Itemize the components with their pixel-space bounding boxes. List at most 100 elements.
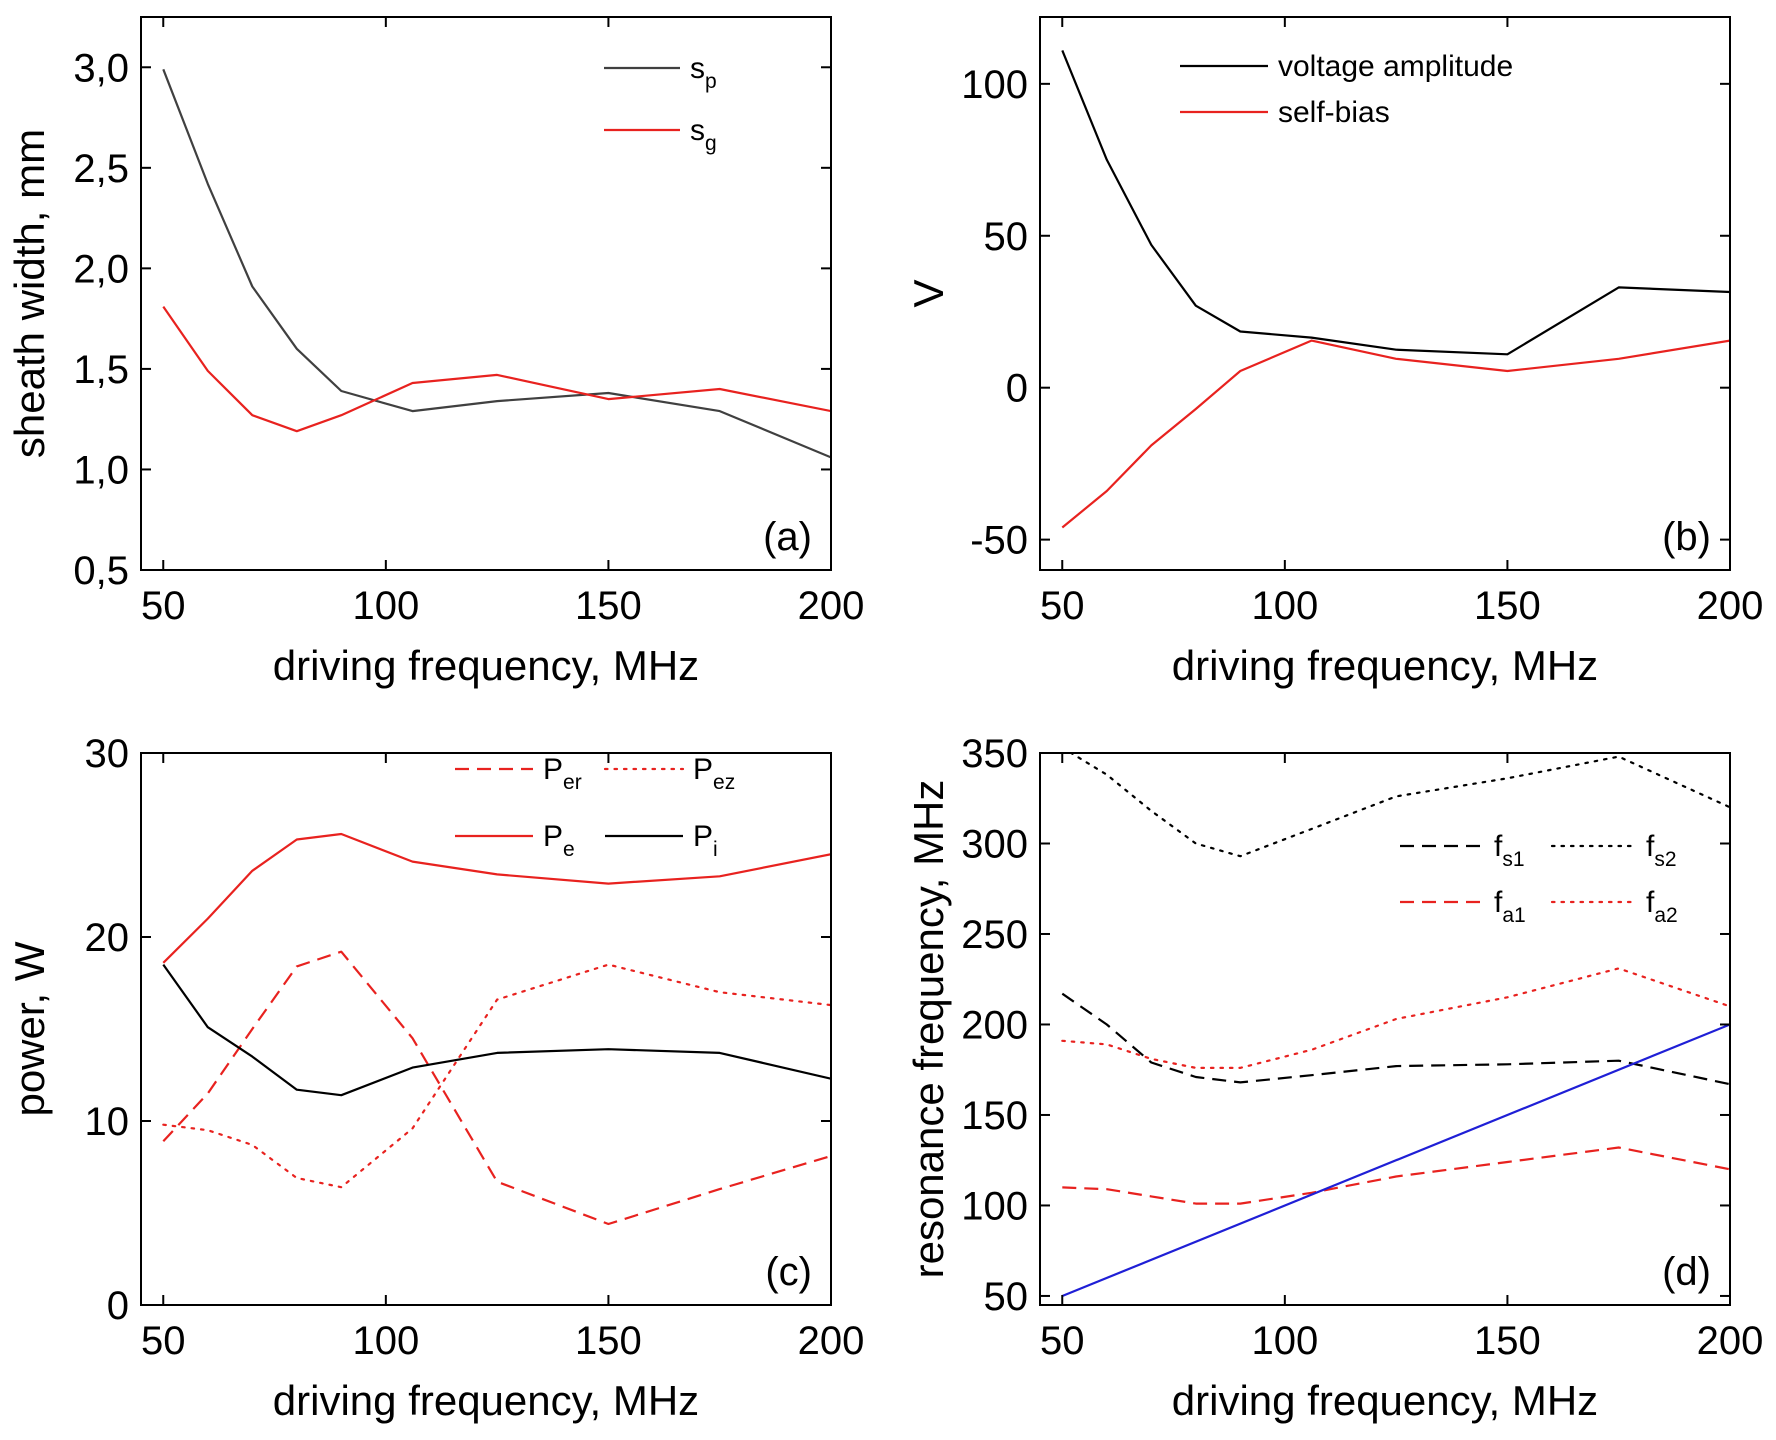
panel-tag: (b) [1662, 515, 1711, 559]
y-tick-label: 20 [85, 916, 130, 960]
y-tick-label: 300 [961, 822, 1028, 866]
legend-label: fa2 [1646, 886, 1678, 927]
chart-panel-a: 50 100 150 200 0,5 1,0 1,5 2,0 2,5 3,0 driving fre… [6, 16, 865, 689]
legend-label: Pe [543, 820, 575, 861]
plot-frame [140, 16, 832, 571]
chart-panel-c: 50 100 150 200 0 10 20 30 driving frequency, MHz… [6, 732, 864, 1424]
x-tick-label: 100 [1251, 1319, 1318, 1363]
y-tick-label: 350 [961, 732, 1028, 776]
y-tick-label: 150 [961, 1094, 1028, 1138]
y-tick-label: 0 [1006, 367, 1028, 411]
legend: voltage amplitude self-bias [1180, 50, 1513, 129]
y-tick-label: 0,5 [73, 549, 129, 593]
series-group [1061, 753, 1730, 1298]
x-tick-label: 50 [1040, 1319, 1085, 1363]
x-tick-label: 150 [1474, 1319, 1541, 1363]
legend-name: f [1494, 830, 1503, 863]
legend-label: Pi [693, 820, 718, 861]
y-tick-label: 0 [107, 1284, 129, 1328]
x-tick-label: 200 [798, 584, 865, 628]
series-line-Pez-1 [162, 963, 831, 1189]
legend-name: s [690, 52, 705, 85]
y-tick-label: 100 [961, 63, 1028, 107]
y-tick-label: 250 [961, 913, 1028, 957]
x-tick-label: 150 [575, 584, 642, 628]
legend-name: f [1646, 830, 1655, 863]
chart-panel-d: 50 100 150 200 50 100 150 200 250 300 350 driving f… [905, 732, 1763, 1424]
legend-name: P [693, 820, 713, 853]
legend-subscript: s1 [1502, 848, 1524, 871]
x-axis-label: driving frequency, MHz [1172, 1377, 1598, 1424]
x-tick-label: 50 [1040, 584, 1085, 628]
x-tick-label: 100 [1251, 584, 1318, 628]
x-tick-label: 200 [1697, 1319, 1764, 1363]
series-line-sp-0 [162, 68, 831, 459]
y-tick-label: -50 [970, 519, 1028, 563]
legend-label: fa1 [1494, 886, 1526, 927]
x-tick-label: 150 [575, 1319, 642, 1363]
legend-subscript: a2 [1654, 904, 1677, 927]
legend-name: P [543, 753, 563, 786]
x-tick-label: 100 [352, 584, 419, 628]
series-line-line-4 [1061, 1023, 1730, 1298]
y-tick-label: 100 [961, 1184, 1028, 1228]
chart-panel-b: 50 100 150 200 -50 0 50 100 driving frequency, M… [905, 16, 1763, 689]
series-line-Pi-3 [162, 963, 831, 1097]
series-line-self-bias-1 [1061, 339, 1730, 529]
y-tick-label: 3,0 [73, 46, 129, 90]
x-tick-label: 200 [798, 1319, 865, 1363]
y-tick-label: 1,5 [73, 348, 129, 392]
y-tick-label: 30 [85, 732, 130, 776]
y-tick-label: 1,0 [73, 448, 129, 492]
legend-name: f [1494, 886, 1503, 919]
x-tick-label: 50 [141, 584, 186, 628]
legend-label: sp [690, 52, 717, 93]
x-axis-label: driving frequency, MHz [1172, 642, 1598, 689]
y-axis-label: power, W [6, 941, 53, 1116]
legend-name: s [690, 114, 705, 147]
y-axis-label: resonance frequency, MHz [905, 780, 952, 1279]
series-group [162, 68, 831, 459]
y-tick-label: 2,0 [73, 247, 129, 291]
legend-name: P [543, 820, 563, 853]
series-line-voltage amplitude-0 [1061, 49, 1730, 356]
plot-frame [140, 752, 832, 1306]
x-tick-label: 50 [141, 1319, 186, 1363]
legend-label: fs1 [1494, 830, 1525, 871]
series-line-sg-1 [162, 305, 831, 433]
y-tick-label: 200 [961, 1003, 1028, 1047]
series-line-Pe-2 [162, 832, 831, 964]
plot-frame [1039, 752, 1731, 1306]
x-tick-label: 100 [352, 1319, 419, 1363]
legend-subscript: p [705, 70, 717, 93]
series-line-fs2-1 [1069, 753, 1730, 858]
series-line-fs1-0 [1061, 992, 1730, 1086]
x-tick-label: 150 [1474, 584, 1541, 628]
legend-name: self-bias [1278, 96, 1390, 129]
legend-subscript: g [705, 132, 717, 155]
y-tick-label: 2,5 [73, 147, 129, 191]
legend-name: f [1646, 886, 1655, 919]
y-tick-label: 50 [984, 215, 1029, 259]
legend-name: voltage amplitude [1278, 50, 1513, 83]
panel-tag: (d) [1662, 1250, 1711, 1294]
series-line-Per-0 [162, 950, 831, 1226]
legend-subscript: s2 [1654, 848, 1676, 871]
y-tick-label: 10 [85, 1100, 130, 1144]
panel-tag: (a) [763, 515, 812, 559]
panel-tag: (c) [765, 1250, 812, 1294]
legend-name: P [693, 753, 713, 786]
legend-subscript: a1 [1502, 904, 1525, 927]
legend-label: Pez [693, 753, 735, 794]
legend-label: sg [690, 114, 717, 155]
legend-subscript: e [563, 838, 575, 861]
series-line-fa1-2 [1062, 1146, 1730, 1205]
series-line-fa2-3 [1061, 967, 1730, 1070]
legend-subscript: i [713, 838, 718, 861]
legend-label: voltage amplitude [1278, 50, 1513, 83]
legend-label: Per [543, 753, 582, 794]
legend-subscript: ez [713, 771, 735, 794]
y-tick-label: 50 [984, 1275, 1029, 1319]
